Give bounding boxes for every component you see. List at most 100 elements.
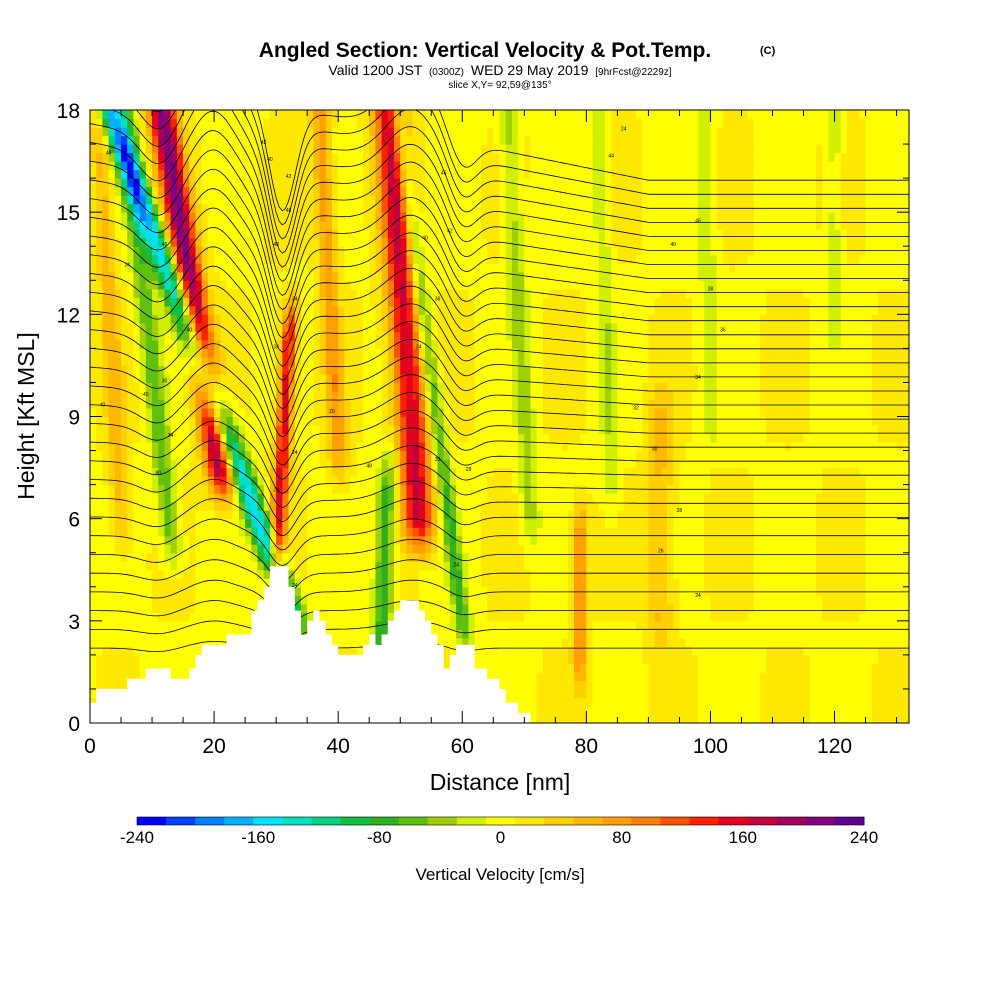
velocity-cell bbox=[96, 118, 103, 128]
velocity-cell bbox=[344, 544, 352, 554]
velocity-cell bbox=[394, 331, 401, 341]
velocity-cell bbox=[350, 612, 358, 622]
velocity-cell bbox=[400, 382, 408, 392]
velocity-cell bbox=[350, 254, 358, 264]
velocity-cell bbox=[201, 118, 209, 128]
velocity-cell bbox=[474, 220, 482, 230]
velocity-cell bbox=[245, 552, 252, 562]
velocity-cell bbox=[394, 578, 401, 588]
velocity-cell bbox=[331, 254, 339, 264]
velocity-cell bbox=[400, 127, 408, 137]
velocity-cell bbox=[121, 382, 128, 392]
velocity-cell bbox=[282, 510, 290, 520]
velocity-cell bbox=[245, 399, 252, 409]
velocity-cell bbox=[493, 493, 501, 503]
velocity-cell bbox=[363, 288, 370, 298]
velocity-cell bbox=[499, 527, 507, 537]
velocity-cell bbox=[102, 390, 110, 401]
velocity-cell bbox=[480, 373, 488, 384]
velocity-cell bbox=[381, 195, 389, 205]
velocity-cell bbox=[462, 127, 470, 137]
velocity-cell bbox=[170, 152, 178, 162]
velocity-cell bbox=[487, 322, 494, 332]
velocity-cell bbox=[331, 339, 339, 349]
velocity-cell bbox=[102, 271, 110, 281]
velocity-cell bbox=[170, 339, 178, 349]
velocity-cell bbox=[226, 348, 234, 358]
velocity-cell bbox=[176, 254, 184, 264]
velocity-cell bbox=[102, 339, 110, 349]
velocity-cell bbox=[325, 169, 333, 179]
velocity-cell bbox=[449, 510, 457, 520]
velocity-cell bbox=[207, 195, 215, 205]
velocity-cell bbox=[90, 127, 97, 137]
velocity-cell bbox=[294, 254, 302, 264]
velocity-cell bbox=[406, 339, 414, 349]
velocity-cell bbox=[133, 544, 141, 554]
velocity-cell bbox=[220, 331, 228, 341]
velocity-cell bbox=[307, 263, 314, 273]
velocity-cell bbox=[487, 561, 494, 571]
velocity-cell bbox=[245, 178, 252, 188]
velocity-cell bbox=[375, 527, 383, 537]
velocity-cell bbox=[176, 459, 184, 469]
velocity-cell bbox=[350, 442, 358, 452]
velocity-cell bbox=[220, 110, 228, 120]
velocity-cell bbox=[207, 518, 215, 528]
velocity-cell bbox=[431, 442, 439, 452]
velocity-cell bbox=[214, 527, 221, 537]
velocity-cell bbox=[220, 535, 228, 545]
velocity-cell bbox=[282, 127, 290, 137]
velocity-cell bbox=[108, 654, 116, 664]
velocity-cell bbox=[195, 220, 203, 230]
velocity-cell bbox=[313, 203, 321, 213]
velocity-cell bbox=[263, 373, 271, 384]
velocity-cell bbox=[499, 595, 507, 605]
velocity-cell bbox=[307, 186, 314, 196]
velocity-cell bbox=[121, 246, 128, 256]
velocity-cell bbox=[214, 637, 221, 647]
velocity-cell bbox=[183, 637, 190, 647]
velocity-cell bbox=[456, 254, 463, 264]
velocity-cell bbox=[356, 314, 364, 324]
velocity-cell bbox=[133, 407, 141, 418]
velocity-cell bbox=[108, 501, 116, 511]
velocity-cell bbox=[431, 237, 439, 247]
velocity-cell bbox=[418, 476, 426, 486]
velocity-cell bbox=[127, 450, 135, 460]
velocity-cell bbox=[108, 595, 116, 605]
velocity-cell bbox=[456, 314, 463, 324]
velocity-cell bbox=[294, 518, 302, 528]
velocity-cell bbox=[394, 501, 401, 511]
velocity-cell bbox=[96, 459, 103, 469]
velocity-cell bbox=[207, 220, 215, 230]
velocity-cell bbox=[313, 416, 321, 426]
velocity-cell bbox=[238, 331, 246, 341]
velocity-cell bbox=[387, 373, 395, 384]
velocity-cell bbox=[226, 569, 234, 579]
velocity-cell bbox=[387, 595, 395, 605]
velocity-cell bbox=[207, 578, 215, 588]
velocity-cell bbox=[425, 612, 432, 622]
velocity-cell bbox=[394, 186, 401, 196]
velocity-cell bbox=[338, 144, 345, 154]
velocity-cell bbox=[338, 203, 345, 213]
velocity-cell bbox=[245, 254, 252, 264]
velocity-cell bbox=[400, 390, 408, 401]
velocity-cell bbox=[338, 612, 345, 622]
velocity-cell bbox=[102, 118, 110, 128]
velocity-cell bbox=[90, 237, 97, 247]
velocity-cell bbox=[288, 169, 296, 179]
velocity-cell bbox=[238, 297, 246, 307]
velocity-cell bbox=[226, 561, 234, 571]
velocity-cell bbox=[238, 203, 246, 213]
velocity-cell bbox=[300, 314, 308, 324]
velocity-cell bbox=[468, 271, 476, 281]
velocity-cell bbox=[170, 178, 178, 188]
velocity-cell bbox=[170, 229, 178, 239]
velocity-cell bbox=[201, 127, 209, 137]
velocity-cell bbox=[220, 578, 228, 588]
velocity-cell bbox=[480, 544, 488, 554]
velocity-cell bbox=[493, 305, 501, 315]
velocity-cell bbox=[300, 348, 308, 358]
